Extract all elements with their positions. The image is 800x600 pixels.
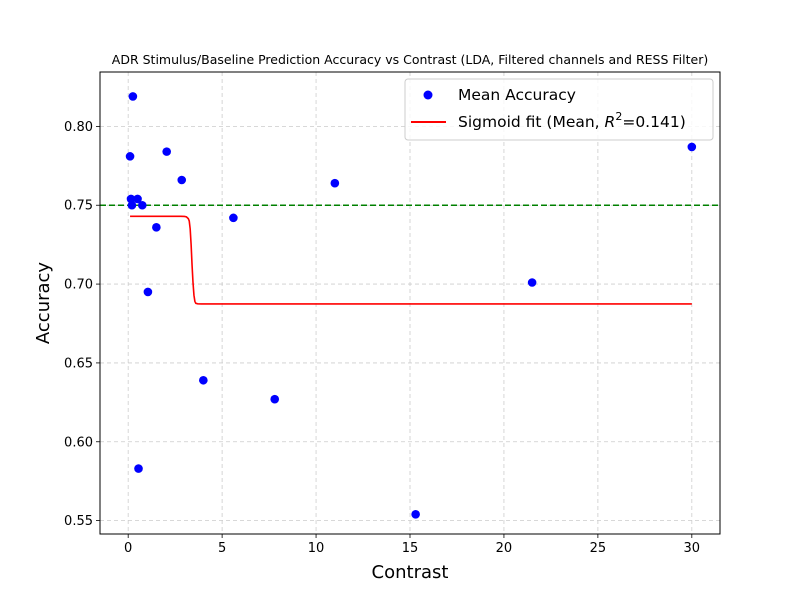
- legend-label-mean-accuracy: Mean Accuracy: [458, 86, 576, 104]
- data-point: [411, 509, 420, 519]
- grid: [100, 72, 720, 534]
- data-point: [125, 152, 135, 161]
- y-tick-label: 0.75: [64, 199, 93, 214]
- x-tick-label: 0: [124, 541, 132, 556]
- x-axis-ticks: 0 5 10 15 20 25 30: [124, 534, 700, 556]
- data-point: [126, 194, 136, 204]
- legend-label-sigmoid-fit: Sigmoid fit (Mean, R2=0.141): [458, 110, 686, 131]
- y-tick-label: 0.65: [64, 356, 93, 371]
- x-tick-label: 25: [590, 541, 607, 556]
- x-tick-label: 30: [684, 541, 701, 556]
- legend-label-suffix: =0.141): [622, 113, 685, 131]
- data-point: [527, 278, 537, 287]
- data-point: [127, 200, 137, 210]
- data-point: [199, 375, 208, 385]
- fit-line-layer: [130, 215, 692, 305]
- x-tick-label: 15: [402, 541, 419, 556]
- sigmoid-fit-line: [130, 215, 692, 305]
- data-point: [330, 178, 340, 188]
- x-tick-label: 20: [496, 541, 513, 556]
- y-tick-label: 0.70: [64, 278, 93, 293]
- legend-label-sup: 2: [615, 110, 622, 123]
- x-tick-label: 5: [218, 541, 226, 556]
- legend-marker-mean-accuracy: [423, 90, 433, 100]
- x-tick-label: 10: [308, 541, 325, 556]
- data-point: [152, 223, 161, 232]
- y-tick-label: 0.60: [64, 435, 93, 450]
- legend: Mean Accuracy Sigmoid fit (Mean, R2=0.14…: [404, 78, 714, 141]
- y-axis-label: Accuracy: [33, 262, 54, 345]
- legend-label-r: R: [605, 113, 616, 131]
- data-point: [133, 194, 142, 204]
- y-axis-ticks: 0.55 0.60 0.65 0.70 0.75 0.80: [64, 120, 100, 529]
- data-point: [177, 175, 187, 185]
- legend-box: [404, 78, 714, 141]
- data-point: [134, 464, 143, 473]
- x-axis-label: Contrast: [372, 562, 449, 583]
- data-point: [229, 213, 238, 223]
- legend-label-prefix: Sigmoid fit (Mean,: [458, 113, 605, 131]
- y-tick-label: 0.55: [64, 514, 93, 529]
- data-point: [270, 394, 280, 404]
- scatter-points: [125, 92, 697, 519]
- data-point: [143, 287, 153, 297]
- data-point: [137, 200, 147, 210]
- data-point: [687, 142, 697, 152]
- data-point: [162, 147, 171, 156]
- data-point: [128, 92, 138, 101]
- chart-title: ADR Stimulus/Baseline Prediction Accurac…: [112, 52, 708, 67]
- y-tick-label: 0.80: [64, 120, 93, 135]
